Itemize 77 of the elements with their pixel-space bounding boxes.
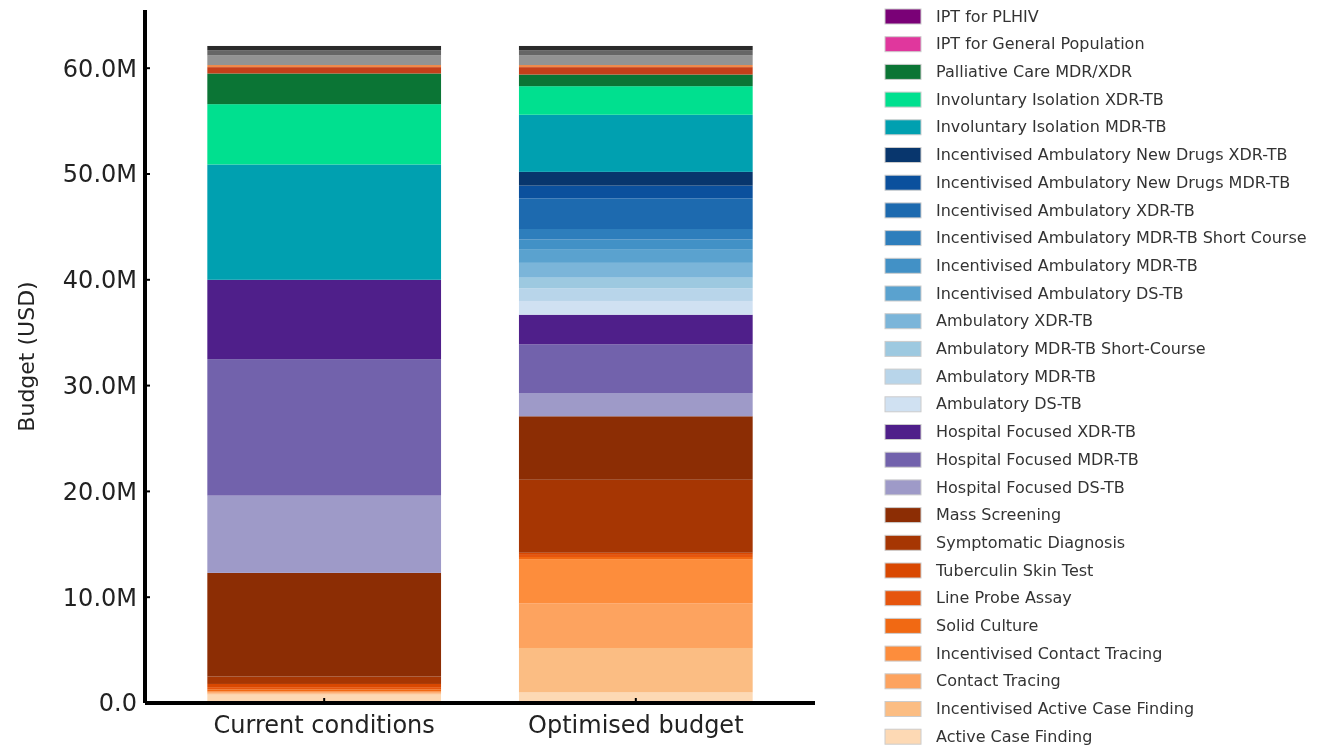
bar — [207, 50, 442, 56]
legend-label: IPT for General Population — [936, 34, 1145, 54]
legend-label: Ambulatory MDR-TB — [936, 366, 1096, 386]
legend-label: Incentivised Contact Tracing — [936, 643, 1163, 663]
bar — [518, 239, 753, 250]
bar — [207, 359, 442, 496]
legend-label: IPT for PLHIV — [936, 6, 1039, 26]
y-tick-label: 20.0M — [62, 477, 137, 506]
y-tick-label: 0.0 — [98, 689, 137, 718]
y-axis-title: Budget (USD) — [14, 281, 39, 432]
bar — [518, 171, 753, 186]
bar — [518, 55, 753, 66]
legend-label: Involuntary Isolation XDR-TB — [936, 89, 1164, 109]
legend-label: Incentivised Ambulatory New Drugs XDR-TB — [936, 145, 1288, 165]
y-tick-label: 40.0M — [62, 266, 137, 295]
legend-label: Hospital Focused MDR-TB — [936, 449, 1139, 469]
bar — [518, 314, 753, 345]
bar — [207, 45, 442, 51]
bar — [518, 185, 753, 199]
legend-label: Active Case Finding — [936, 726, 1093, 745]
bar — [207, 67, 442, 74]
legend-label: Mass Screening — [936, 505, 1062, 525]
bar — [518, 479, 753, 553]
bar — [518, 45, 753, 51]
bar — [207, 65, 442, 68]
legend-label: Hospital Focused DS-TB — [936, 477, 1125, 497]
legend-label: Ambulatory MDR-TB Short-Course — [936, 339, 1206, 358]
legend-label: Contact Tracing — [936, 671, 1061, 691]
bar — [518, 114, 753, 172]
bar — [518, 262, 753, 278]
legend-label: Involuntary Isolation MDR-TB — [936, 117, 1167, 137]
bar — [518, 416, 753, 480]
bar — [518, 198, 753, 230]
bar — [207, 73, 442, 105]
bar — [207, 104, 442, 165]
bar — [207, 676, 442, 684]
legend-label: Tuberculin Skin Test — [935, 560, 1094, 580]
y-tick-label: 30.0M — [62, 372, 137, 400]
bar — [518, 647, 753, 693]
y-tick-label: 60.0M — [62, 54, 137, 83]
x-tick-label: Current conditions — [213, 711, 435, 739]
bar — [518, 249, 753, 263]
legend-label: Line Probe Assay — [936, 588, 1072, 608]
bar — [518, 288, 753, 301]
legend-label: Palliative Care MDR/XDR — [936, 62, 1133, 81]
bar — [207, 683, 442, 688]
legend-label: Incentivised Ambulatory New Drugs MDR-TB — [936, 172, 1291, 192]
bar — [207, 495, 442, 573]
bar — [207, 164, 442, 280]
bar — [518, 50, 753, 56]
bar — [518, 344, 753, 393]
bar — [207, 55, 442, 66]
bar — [518, 300, 753, 315]
legend-label: Hospital Focused XDR-TB — [936, 422, 1136, 442]
bar — [207, 279, 442, 360]
bar — [518, 74, 753, 87]
bar — [518, 393, 753, 417]
bar — [518, 65, 753, 68]
legend-label: Incentivised Ambulatory XDR-TB — [936, 200, 1195, 220]
bar — [518, 277, 753, 289]
legend-label: Solid Culture — [936, 616, 1039, 635]
bar — [518, 559, 753, 604]
bar — [518, 86, 753, 115]
bar — [518, 67, 753, 75]
legend-label: Ambulatory DS-TB — [936, 394, 1082, 414]
legend-label: Incentivised Active Case Finding — [936, 699, 1195, 719]
legend-label: Symptomatic Diagnosis — [936, 532, 1126, 552]
y-tick-label: 50.0M — [62, 160, 137, 189]
y-tick-label: 10.0M — [62, 583, 137, 612]
legend-label: Incentivised Ambulatory MDR-TB Short Course — [936, 228, 1307, 248]
legend-label: Incentivised Ambulatory DS-TB — [936, 283, 1184, 303]
bar — [518, 229, 753, 240]
bar — [207, 572, 442, 677]
x-tick-label: Optimised budget — [528, 711, 744, 739]
legend-label: Incentivised Ambulatory MDR-TB — [936, 255, 1198, 275]
bar — [518, 603, 753, 648]
legend-label: Ambulatory XDR-TB — [936, 311, 1094, 331]
